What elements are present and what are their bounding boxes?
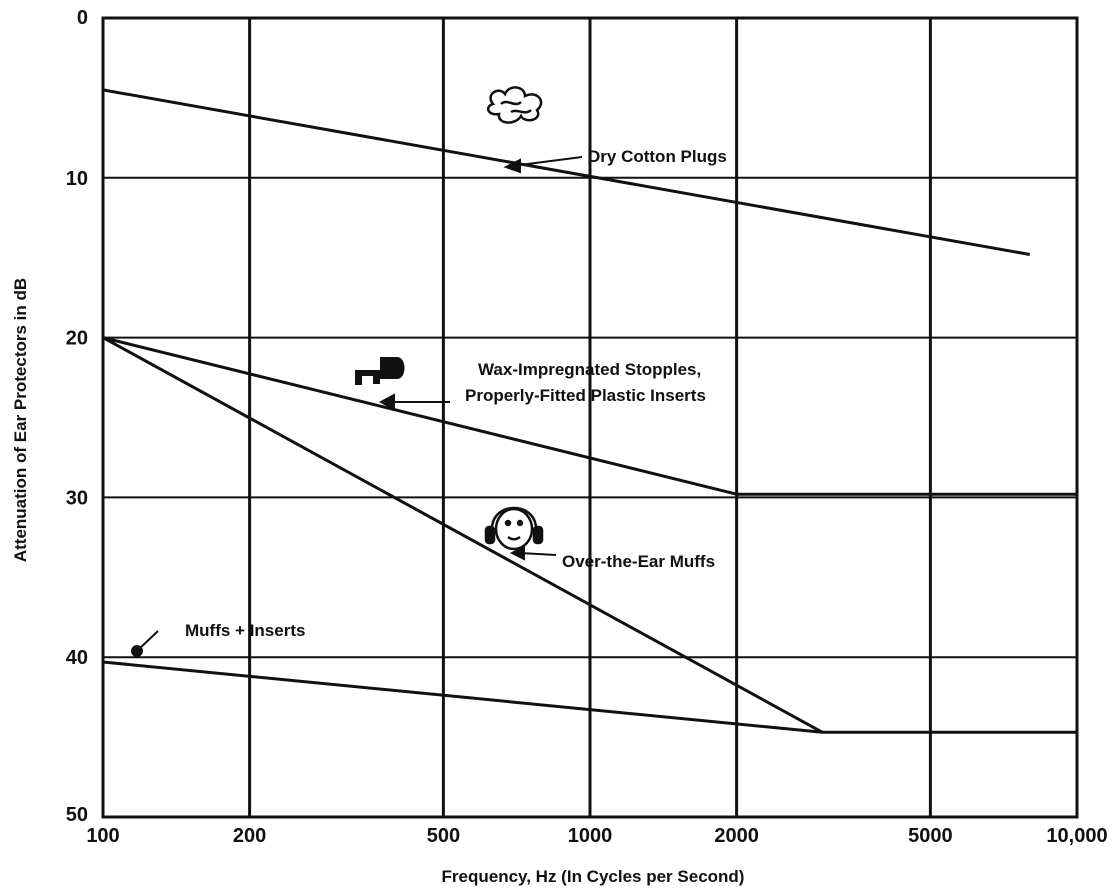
y-tick-label: 0 bbox=[77, 7, 88, 29]
muffs-annotation: Over-the-Ear Muffs bbox=[562, 552, 715, 571]
combo-annotation: Muffs + Inserts bbox=[185, 621, 305, 640]
y-tick-label: 50 bbox=[66, 804, 88, 826]
wax-annotation-line2: Properly-Fitted Plastic Inserts bbox=[465, 386, 706, 405]
cotton-icon bbox=[486, 86, 543, 124]
y-tick-label: 20 bbox=[66, 328, 88, 350]
cotton-arrow bbox=[511, 156, 583, 167]
series-line-3 bbox=[102, 336, 824, 734]
x-tick-label: 2000 bbox=[714, 825, 759, 847]
combo-arrow bbox=[137, 630, 159, 651]
y-tick-label: 40 bbox=[66, 647, 88, 669]
series-lines bbox=[102, 88, 1077, 734]
wax-annotation-line1: Wax-Impregnated Stopples, bbox=[478, 360, 701, 379]
plot-frame bbox=[101, 16, 1079, 819]
x-tick-label: 500 bbox=[427, 825, 460, 847]
muffs-arrow bbox=[519, 552, 557, 556]
y-tick-label: 30 bbox=[66, 487, 88, 509]
muffs-arrowhead bbox=[509, 545, 525, 561]
earmuff-head-icon bbox=[484, 506, 544, 551]
x-tick-label: 1000 bbox=[568, 825, 613, 847]
x-tick-label: 100 bbox=[86, 825, 119, 847]
cotton-arrowhead bbox=[503, 158, 521, 174]
combo-arrow-dot bbox=[131, 645, 143, 657]
plug-icon bbox=[355, 357, 405, 385]
y-axis-label: Attenuation of Ear Protectors in dB bbox=[11, 278, 30, 562]
x-axis-label: Frequency, Hz (In Cycles per Second) bbox=[442, 867, 745, 886]
x-tick-label: 10,000 bbox=[1046, 825, 1107, 847]
x-tick-label: 200 bbox=[233, 825, 266, 847]
tick-labels: 100 200 500 1000 2000 5000 10,000 0 10 20 30 40 50 bbox=[66, 7, 1108, 847]
series-line-2 bbox=[102, 336, 1077, 496]
series-line-4 bbox=[102, 660, 1077, 734]
annotation-arrows bbox=[131, 156, 583, 657]
y-tick-label: 10 bbox=[66, 168, 88, 190]
series-line-1 bbox=[102, 88, 1031, 256]
wax-arrowhead bbox=[378, 393, 395, 411]
cotton-annotation: Dry Cotton Plugs bbox=[588, 147, 727, 166]
x-tick-label: 5000 bbox=[908, 825, 953, 847]
